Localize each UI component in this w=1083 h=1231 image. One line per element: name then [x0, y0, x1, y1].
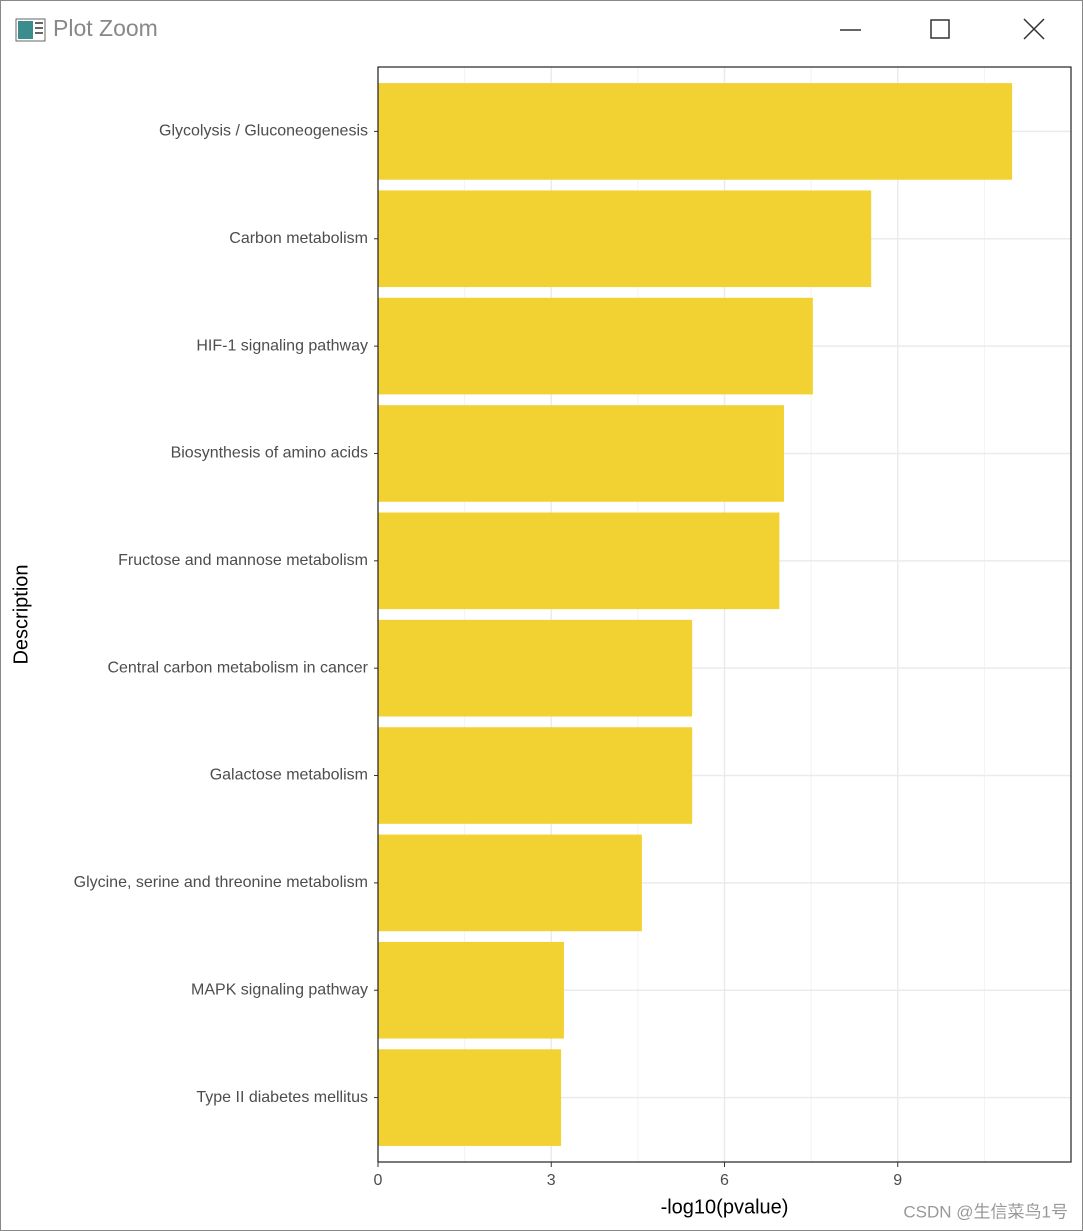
- x-tick-label: 6: [720, 1172, 729, 1189]
- y-tick-label: Glycolysis / Gluconeogenesis: [159, 123, 368, 140]
- y-tick-label: Glycine, serine and threonine metabolism: [74, 874, 368, 891]
- watermark: CSDN @生信菜鸟1号: [903, 1202, 1068, 1221]
- window-icon: [15, 18, 46, 42]
- y-tick-label: Central carbon metabolism in cancer: [107, 659, 368, 676]
- maximize-button[interactable]: [930, 19, 950, 39]
- bar: [378, 1049, 562, 1146]
- y-tick-label: MAPK signaling pathway: [191, 981, 368, 998]
- x-tick-label: 3: [547, 1172, 556, 1189]
- bar: [378, 190, 872, 288]
- y-tick-label: Biosynthesis of amino acids: [171, 445, 368, 462]
- y-axis-title: Description: [10, 564, 32, 664]
- bar: [378, 83, 1013, 180]
- bar: [378, 834, 642, 932]
- bar: [378, 619, 693, 717]
- window-title: Plot Zoom: [53, 15, 158, 41]
- x-tick-label: 9: [893, 1172, 902, 1189]
- y-tick-label: Galactose metabolism: [210, 767, 368, 784]
- y-tick-label: Fructose and mannose metabolism: [118, 552, 368, 569]
- y-tick-label: Type II diabetes mellitus: [196, 1089, 368, 1106]
- bar: [378, 512, 780, 610]
- bar: [378, 297, 813, 395]
- x-tick-label: 0: [374, 1172, 383, 1189]
- bar: [378, 405, 784, 502]
- x-axis-title: -log10(pvalue): [661, 1196, 789, 1218]
- bar: [378, 941, 564, 1039]
- y-tick-label: Carbon metabolism: [229, 230, 368, 247]
- y-tick-label: HIF-1 signaling pathway: [196, 337, 368, 354]
- close-button[interactable]: [1023, 18, 1045, 40]
- bar: [378, 727, 693, 824]
